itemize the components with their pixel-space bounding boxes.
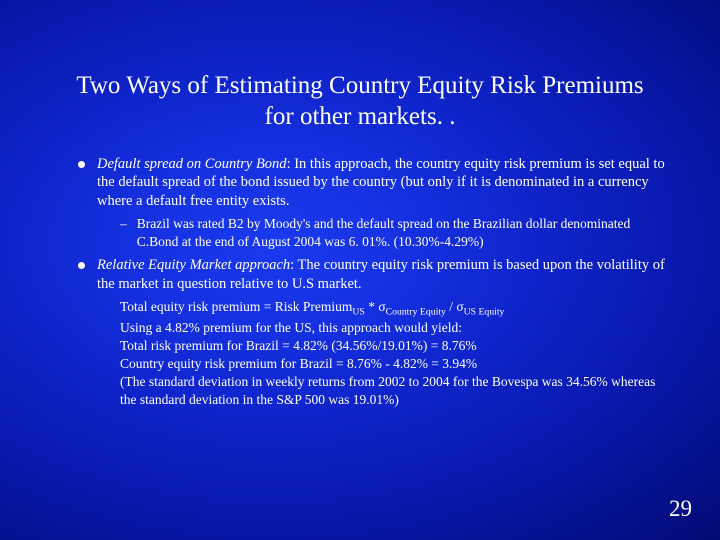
formula-sub-us: US: [352, 307, 364, 318]
detail-block: Total equity risk premium = Risk Premium…: [50, 298, 670, 410]
formula-mid2: / σ: [446, 299, 464, 314]
slide-title: Two Ways of Estimating Country Equity Ri…: [50, 70, 670, 133]
detail-line: (The standard deviation in weekly return…: [120, 373, 670, 409]
page-number: 29: [669, 496, 692, 522]
bullet-icon: [78, 161, 85, 168]
bullet-text: Relative Equity Market approach: The cou…: [97, 256, 670, 294]
detail-line: Using a 4.82% premium for the US, this a…: [120, 319, 670, 337]
formula-sub-ce: Country Equity: [386, 307, 446, 318]
detail-line: Total risk premium for Brazil = 4.82% (3…: [120, 337, 670, 355]
formula-pre: Total equity risk premium = Risk Premium: [120, 299, 352, 314]
bullet-icon: [78, 262, 85, 269]
formula-mid: * σ: [365, 299, 386, 314]
detail-stddev: (The standard deviation in weekly return…: [120, 374, 655, 407]
detail-line: Country equity risk premium for Brazil =…: [120, 355, 670, 373]
slide-body: Default spread on Country Bond: In this …: [50, 155, 670, 410]
subbullet-text: Brazil was rated B2 by Moody's and the d…: [137, 215, 670, 250]
formula-sub-use: US Equity: [464, 307, 505, 318]
subbullet-brazil-rating: – Brazil was rated B2 by Moody's and the…: [50, 215, 670, 250]
slide: Two Ways of Estimating Country Equity Ri…: [0, 0, 720, 540]
bullet-relative-equity: Relative Equity Market approach: The cou…: [50, 256, 670, 294]
bullet-default-spread: Default spread on Country Bond: In this …: [50, 155, 670, 212]
dash-icon: –: [120, 215, 127, 250]
bullet-lead: Relative Equity Market approach: [97, 257, 290, 273]
bullet-lead: Default spread on Country Bond: [97, 156, 287, 172]
bullet-text: Default spread on Country Bond: In this …: [97, 155, 670, 212]
detail-formula: Total equity risk premium = Risk Premium…: [120, 298, 670, 319]
